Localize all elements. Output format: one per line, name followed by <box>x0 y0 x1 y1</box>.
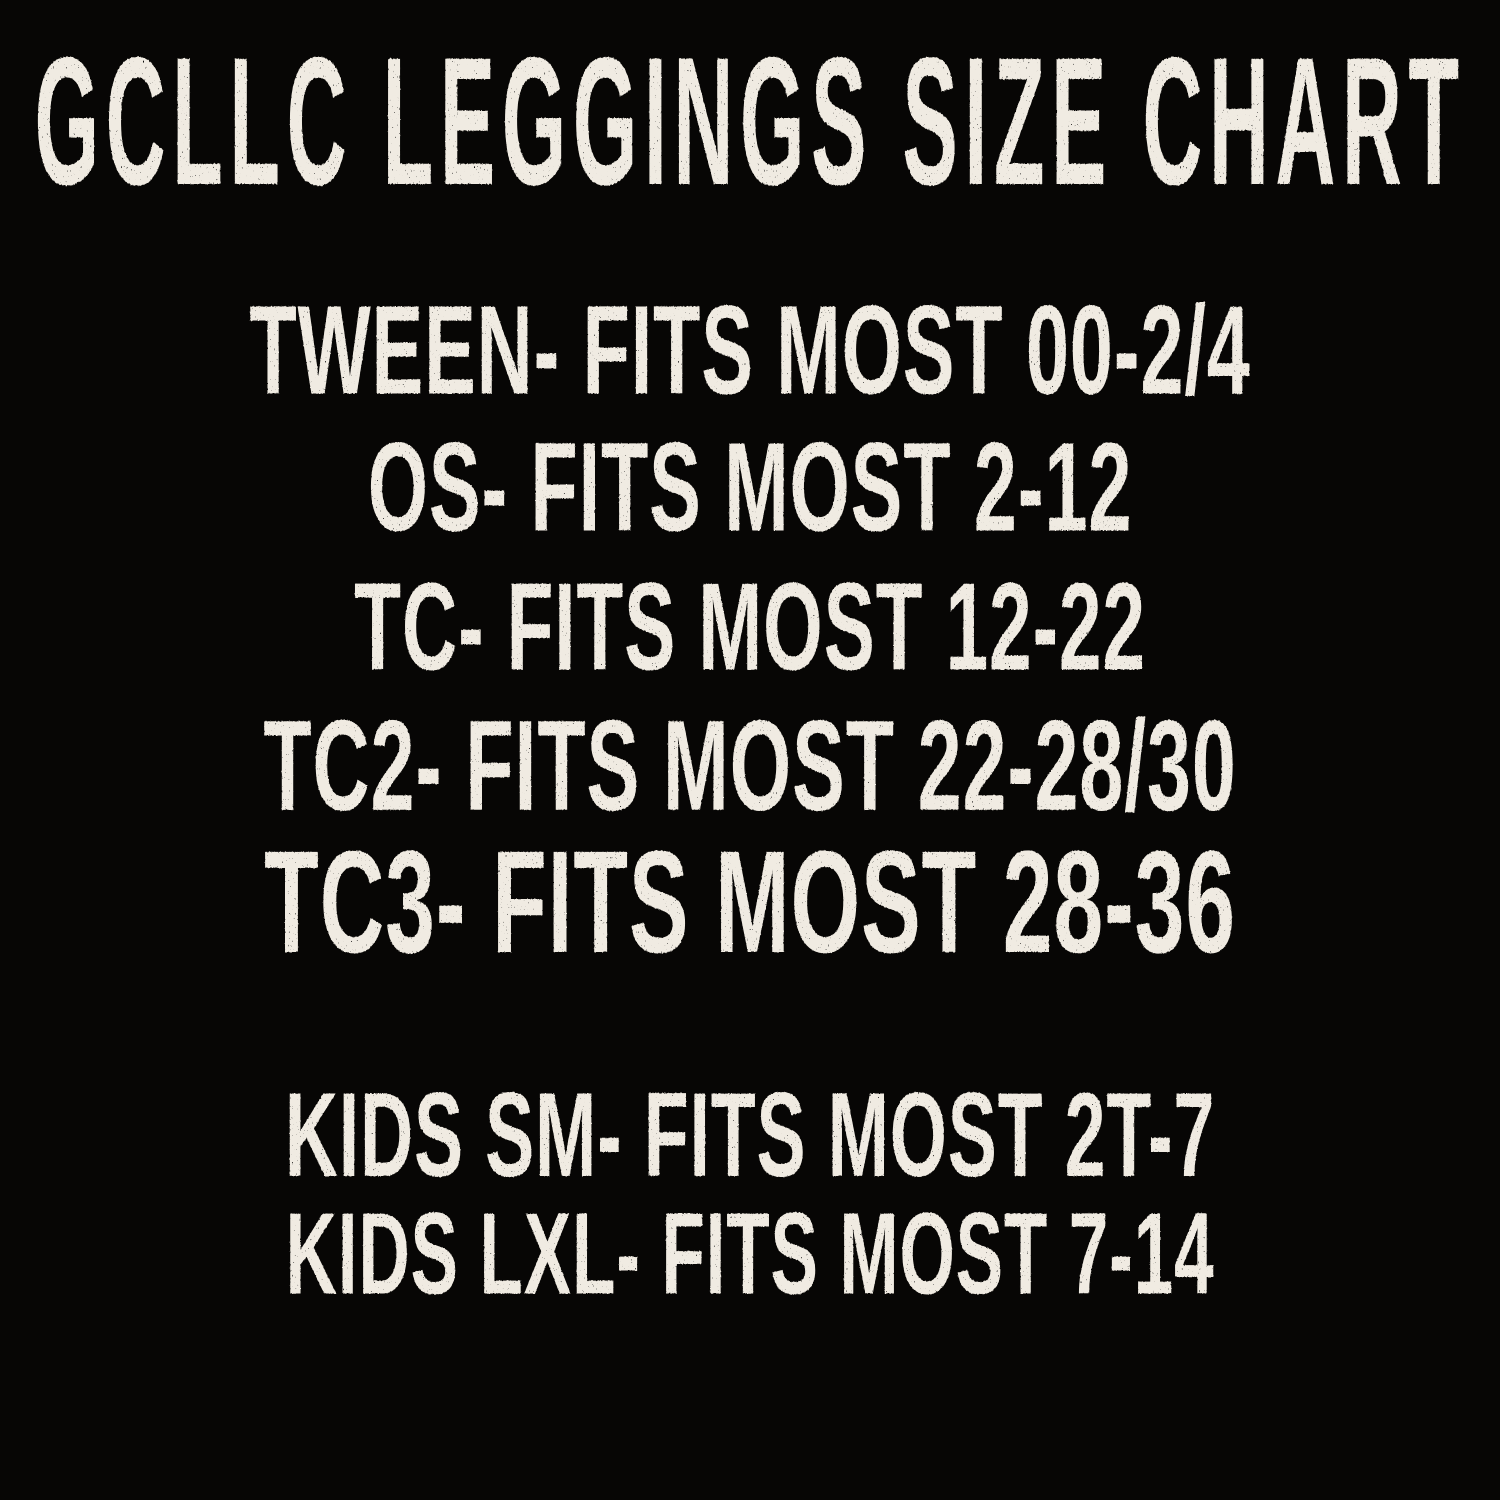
svg-text:TC- FITS MOST 12-22: TC- FITS MOST 12-22 <box>354 556 1146 696</box>
svg-text:TWEEN- FITS MOST 00-2/4: TWEEN- FITS MOST 00-2/4 <box>249 281 1250 422</box>
svg-text:TC2- FITS MOST 22-28/30: TC2- FITS MOST 22-28/30 <box>263 693 1236 838</box>
svg-text:KIDS SM- FITS MOST 2T-7: KIDS SM- FITS MOST 2T-7 <box>285 1069 1215 1203</box>
svg-text:KIDS LXL- FITS MOST 7-14: KIDS LXL- FITS MOST 7-14 <box>286 1190 1215 1319</box>
svg-text:TC3- FITS MOST 28-36: TC3- FITS MOST 28-36 <box>264 821 1236 984</box>
svg-text:OS- FITS MOST 2-12: OS- FITS MOST 2-12 <box>368 418 1133 559</box>
svg-text:GCLLC LEGGINGS SIZE CHART: GCLLC LEGGINGS SIZE CHART <box>34 19 1465 222</box>
